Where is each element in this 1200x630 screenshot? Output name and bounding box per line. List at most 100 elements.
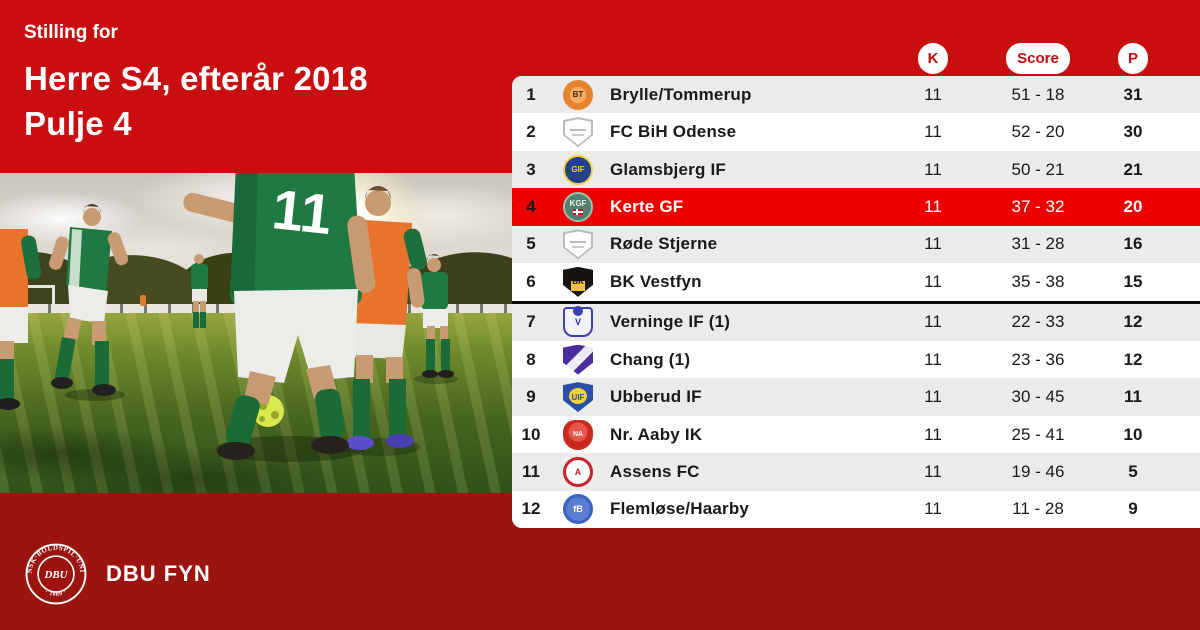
pitch-photo: 11 — [0, 173, 512, 493]
table-row-highlighted: 4 KGF Kerte GF 11 37 - 32 20 — [512, 188, 1200, 226]
matches-played: 11 — [924, 387, 942, 407]
position: 3 — [526, 159, 536, 179]
club-logo-kerte-gf: KGF — [563, 191, 593, 222]
points: 12 — [1123, 349, 1143, 369]
table-row: 11 A Assens FC 11 19 - 46 5 — [512, 453, 1200, 491]
table-row: 2 FC BiH Odense 11 52 - 20 30 — [512, 113, 1200, 151]
club-logo-glamsbjerg: GIF — [563, 154, 593, 185]
club-logo-flemlose-haarby: fB — [563, 494, 593, 525]
jersey-number: 11 — [269, 177, 334, 246]
club-name: BK Vestfyn — [610, 271, 702, 291]
club-name: Assens FC — [610, 461, 700, 481]
table-column-pills: K Score P — [512, 43, 1200, 74]
seal-center-monogram: DBU — [44, 569, 69, 581]
points: 5 — [1128, 461, 1138, 481]
seal-year: · 1889 · — [44, 589, 67, 598]
table-row: 5 Røde Stjerne 11 31 - 28 16 — [512, 225, 1200, 264]
table-row: 8 C Chang (1) 11 23 - 36 12 — [512, 340, 1200, 379]
table-row: 6 BK BK Vestfyn 11 35 - 38 15 — [512, 263, 1200, 301]
position: 1 — [526, 84, 536, 104]
position: 8 — [526, 349, 536, 369]
table-row: 10 NA Nr. Aaby IK 11 25 - 41 10 — [512, 415, 1200, 454]
position: 2 — [526, 122, 536, 142]
club-name: Kerte GF — [610, 196, 684, 216]
points: 30 — [1123, 122, 1143, 142]
goal-score: 11 - 28 — [1012, 499, 1064, 519]
position: 9 — [526, 387, 536, 407]
column-pill-score: Score — [1006, 43, 1070, 74]
relegation-divider — [512, 300, 1200, 304]
goal-score: 35 - 38 — [1011, 271, 1065, 291]
goal-score: 31 - 28 — [1011, 234, 1065, 254]
points: 16 — [1123, 234, 1143, 254]
goal-score: 50 - 21 — [1011, 159, 1065, 179]
page-title-line2: Pulje 4 — [24, 105, 132, 142]
club-name: Flemløse/Haarby — [610, 499, 750, 519]
matches-played: 11 — [924, 159, 942, 179]
position: 5 — [526, 234, 536, 254]
club-logo-assens: A — [563, 456, 593, 487]
position: 4 — [526, 196, 536, 216]
brand-name: DBU FYN — [106, 561, 211, 586]
goal-score: 51 - 18 — [1011, 84, 1065, 104]
matches-played: 11 — [924, 349, 942, 369]
matches-played: 11 — [924, 424, 942, 444]
headline-kicker: Stilling for — [24, 22, 118, 43]
position: 6 — [526, 271, 536, 291]
club-logo-brylle-tommerup: BT — [563, 79, 593, 110]
points: 15 — [1123, 271, 1143, 291]
points: 21 — [1123, 159, 1143, 179]
position: 11 — [522, 461, 540, 481]
club-logo-ubberud: UIF — [563, 382, 593, 413]
club-logo-chang: C — [563, 344, 593, 375]
club-name: Ubberud IF — [610, 387, 702, 407]
matches-played: 11 — [924, 461, 942, 481]
points: 10 — [1123, 424, 1143, 444]
points: 11 — [1124, 387, 1142, 407]
club-logo-bk-vestfyn: BK — [563, 266, 593, 297]
goal-score: 52 - 20 — [1011, 122, 1065, 142]
position: 10 — [521, 424, 541, 444]
matches-played: 11 — [924, 84, 942, 104]
table-row: 9 UIF Ubberud IF 11 30 - 45 11 — [512, 378, 1200, 416]
goal-score: 25 - 41 — [1011, 424, 1065, 444]
footer-brand: DANSK·BOLDSPIL·UNION · 1889 · DBU DBU FY… — [24, 542, 211, 606]
club-logo-verninge: V — [563, 306, 593, 338]
points: 31 — [1123, 84, 1143, 104]
club-name: Glamsbjerg IF — [610, 159, 726, 179]
club-name: Røde Stjerne — [610, 234, 718, 254]
table-row: 1 BT Brylle/Tommerup 11 51 - 18 31 — [512, 76, 1200, 114]
club-name: Brylle/Tommerup — [610, 84, 752, 104]
points: 20 — [1123, 196, 1143, 216]
goal-score: 23 - 36 — [1011, 349, 1065, 369]
goal-score: 19 - 46 — [1011, 461, 1065, 481]
points: 9 — [1128, 499, 1138, 519]
table-row: 7 V Verninge IF (1) 11 22 - 33 12 — [512, 303, 1200, 341]
club-logo-placeholder — [563, 117, 593, 148]
column-pill-points: P — [1118, 43, 1148, 74]
goal-score: 22 - 33 — [1011, 312, 1065, 332]
matches-played: 11 — [924, 234, 942, 254]
svg-text:· 1889 ·: · 1889 · — [44, 589, 68, 598]
matches-played: 11 — [924, 122, 942, 142]
matches-played: 11 — [924, 312, 942, 332]
matches-played: 11 — [924, 196, 942, 216]
goal-score: 30 - 45 — [1011, 387, 1065, 407]
club-name: FC BiH Odense — [610, 122, 737, 142]
table-row: 3 GIF Glamsbjerg IF 11 50 - 21 21 — [512, 150, 1200, 189]
column-pill-matches: K — [918, 43, 948, 74]
headline: Stilling for Herre S4, efterår 2018 Pulj… — [24, 22, 368, 146]
club-name: Verninge IF (1) — [610, 312, 731, 332]
players-illustration: 11 — [0, 173, 458, 462]
table-row: 12 fB Flemløse/Haarby 11 11 - 28 9 — [512, 490, 1200, 528]
matches-played: 11 — [924, 499, 942, 519]
position: 12 — [521, 499, 541, 519]
dbu-seal-logo: DANSK·BOLDSPIL·UNION · 1889 · DBU — [24, 542, 87, 605]
points: 12 — [1123, 312, 1143, 332]
club-logo-placeholder — [563, 229, 593, 260]
club-name: Chang (1) — [610, 349, 691, 369]
matches-played: 11 — [924, 271, 942, 291]
club-logo-nr-aaby: NA — [563, 419, 593, 450]
club-name: Nr. Aaby IK — [610, 424, 703, 444]
